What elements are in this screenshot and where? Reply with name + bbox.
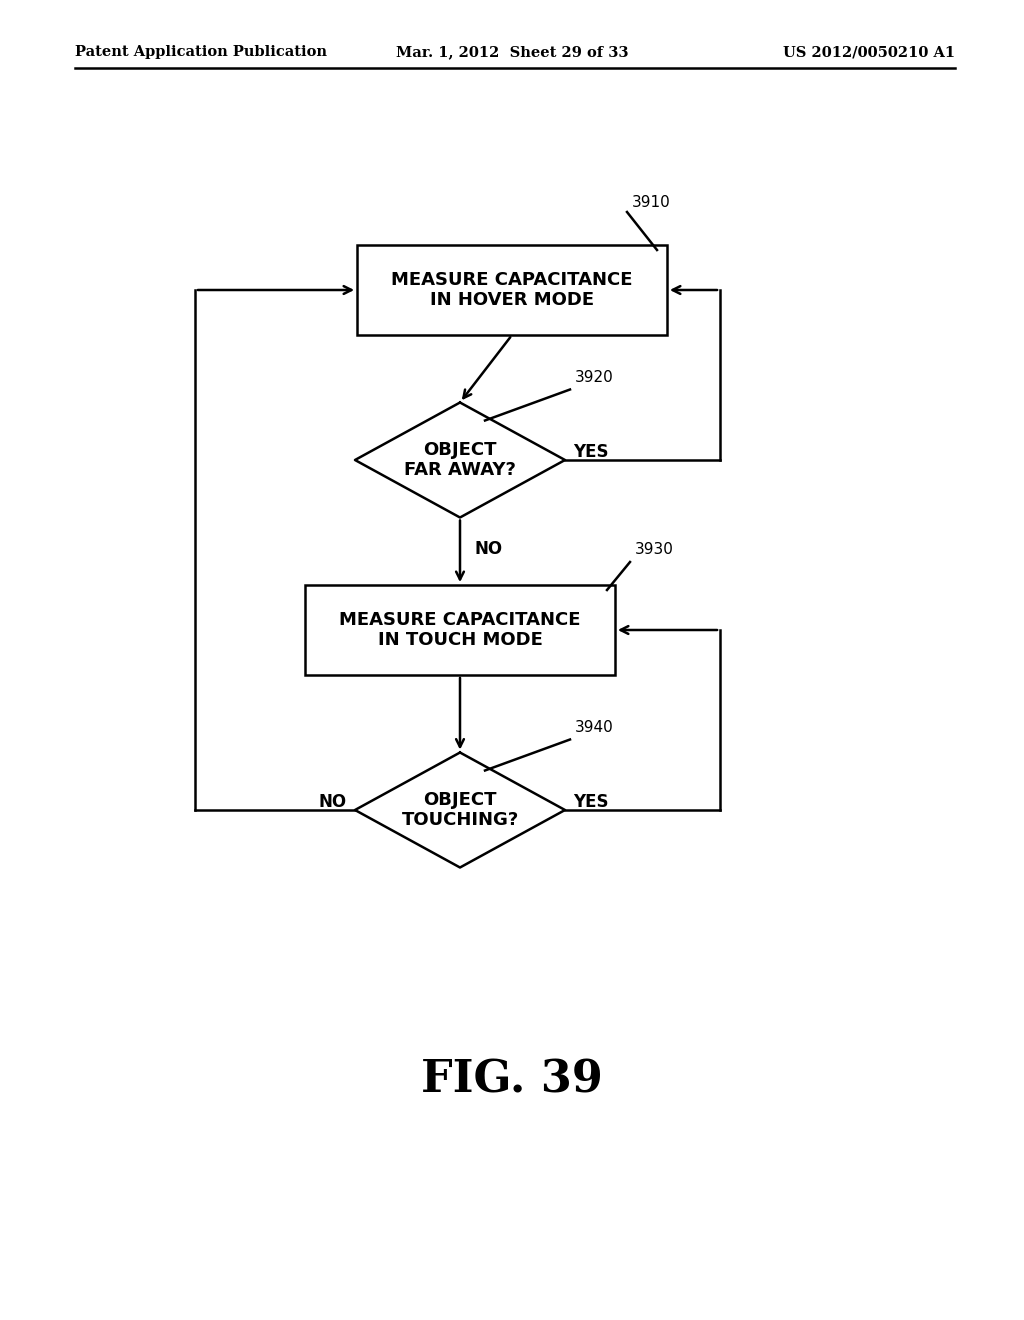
Polygon shape	[355, 403, 565, 517]
Text: YES: YES	[573, 793, 608, 810]
Polygon shape	[355, 752, 565, 867]
Text: YES: YES	[573, 444, 608, 461]
Text: OBJECT
FAR AWAY?: OBJECT FAR AWAY?	[404, 441, 516, 479]
Text: NO: NO	[475, 540, 503, 557]
Text: FIG. 39: FIG. 39	[421, 1059, 603, 1101]
Text: 3920: 3920	[575, 370, 613, 384]
Text: Mar. 1, 2012  Sheet 29 of 33: Mar. 1, 2012 Sheet 29 of 33	[395, 45, 629, 59]
Text: MEASURE CAPACITANCE
IN HOVER MODE: MEASURE CAPACITANCE IN HOVER MODE	[391, 271, 633, 309]
Text: MEASURE CAPACITANCE
IN TOUCH MODE: MEASURE CAPACITANCE IN TOUCH MODE	[339, 611, 581, 649]
Text: 3910: 3910	[632, 195, 671, 210]
Bar	[357, 246, 667, 335]
Text: Patent Application Publication: Patent Application Publication	[75, 45, 327, 59]
Text: NO: NO	[318, 793, 347, 810]
Text: 3930: 3930	[635, 543, 674, 557]
Bar	[305, 585, 615, 675]
Text: OBJECT
TOUCHING?: OBJECT TOUCHING?	[401, 791, 518, 829]
Text: 3940: 3940	[575, 719, 613, 734]
Text: US 2012/0050210 A1: US 2012/0050210 A1	[783, 45, 955, 59]
